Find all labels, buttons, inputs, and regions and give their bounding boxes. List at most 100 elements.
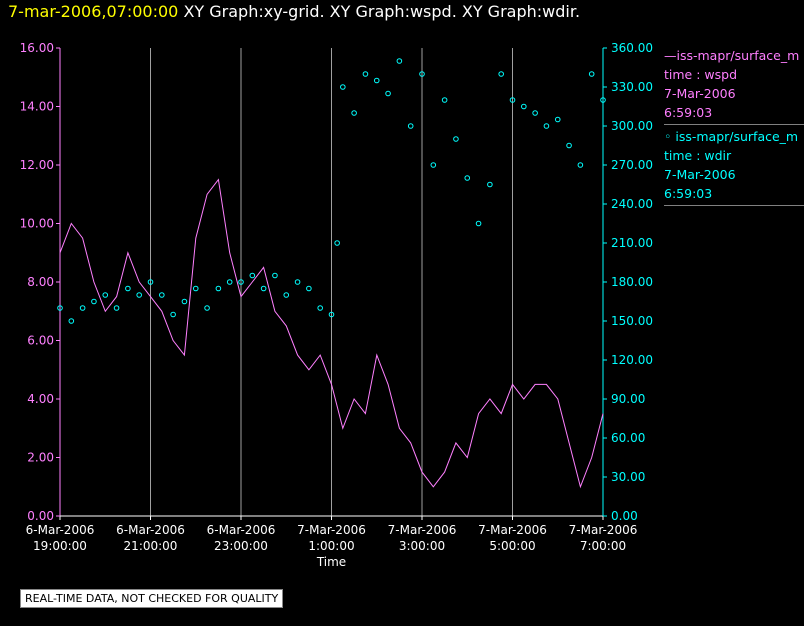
- right-tick-label: 270.00: [611, 158, 653, 172]
- legend-wdir-source: ◦ iss-mapr/surface_m: [664, 129, 799, 144]
- legend-wdir-time: 6:59:03: [664, 186, 713, 201]
- right-tick-label: 120.00: [611, 353, 653, 367]
- right-tick-label: 240.00: [611, 197, 653, 211]
- left-tick-label: 16.00: [20, 41, 54, 55]
- series-point-wdir: [498, 71, 504, 77]
- x-tick-label-date: 7-Mar-2006: [478, 523, 547, 537]
- series-point-wdir: [509, 97, 516, 103]
- series-point-wdir: [396, 58, 403, 64]
- series-point-wdir: [373, 77, 380, 84]
- series-point-wdir: [543, 123, 550, 129]
- series-point-wdir: [170, 311, 176, 318]
- series-point-wdir: [362, 71, 369, 77]
- left-tick-label: 12.00: [20, 158, 54, 172]
- series-point-wdir: [136, 292, 142, 298]
- series-point-wdir: [226, 279, 233, 285]
- series-point-wdir: [249, 272, 256, 279]
- series-point-wdir: [487, 181, 493, 188]
- title-timestamp: 7-mar-2006,07:00:00: [8, 2, 179, 21]
- left-tick-label: 8.00: [27, 275, 54, 289]
- series-point-wdir: [181, 298, 188, 305]
- series-point-wdir: [192, 285, 199, 292]
- x-tick-label-date: 7-Mar-2006: [297, 523, 366, 537]
- x-tick-label-date: 6-Mar-2006: [26, 523, 95, 537]
- series-point-wdir: [532, 110, 538, 116]
- series-point-wdir: [79, 305, 86, 311]
- x-tick-label-time: 19:00:00: [33, 539, 87, 553]
- series-point-wdir: [328, 311, 335, 318]
- axes: [56, 47, 607, 520]
- legend-wdir-var: time : wdir: [664, 148, 732, 163]
- right-tick-label: 300.00: [611, 119, 653, 133]
- series-point-wdir: [272, 272, 278, 279]
- x-tick-label-date: 6-Mar-2006: [116, 523, 185, 537]
- series-point-wdir: [407, 123, 414, 129]
- series-point-wdir: [102, 292, 109, 298]
- left-tick-label: 10.00: [20, 217, 54, 231]
- legend-wspd-time: 6:59:03: [664, 105, 713, 120]
- series-point-wdir: [566, 142, 572, 149]
- right-tick-label: 210.00: [611, 236, 653, 250]
- series-point-wdir: [419, 71, 425, 77]
- quality-note: REAL-TIME DATA, NOT CHECKED FOR QUALITY: [20, 589, 284, 608]
- legend: —iss-mapr/surface_m time : wspd 7-Mar-20…: [664, 46, 804, 208]
- legend-entry-wspd: —iss-mapr/surface_m time : wspd 7-Mar-20…: [664, 46, 804, 125]
- right-tick-label: 90.00: [611, 392, 645, 406]
- series-point-wdir: [441, 97, 448, 103]
- series-point-wdir: [317, 305, 323, 311]
- series-point-wdir: [91, 298, 97, 305]
- x-tick-label-time: 5:00:00: [489, 539, 535, 553]
- series-point-wdir: [283, 292, 290, 298]
- left-tick-label: 6.00: [27, 334, 54, 348]
- x-axis-label: Time: [316, 555, 346, 569]
- legend-entry-wdir: ◦ iss-mapr/surface_m time : wdir 7-Mar-2…: [664, 127, 804, 206]
- left-tick-label: 14.00: [20, 100, 54, 114]
- series-point-wdir: [600, 97, 606, 103]
- right-tick-label: 150.00: [611, 314, 653, 328]
- series-point-wdir: [306, 285, 312, 292]
- series-point-wdir: [588, 71, 595, 77]
- series-point-wdir: [453, 136, 459, 142]
- series-point-wdir: [294, 279, 301, 285]
- legend-wspd-source: —iss-mapr/surface_m: [664, 48, 800, 63]
- grid-lines: [150, 48, 513, 516]
- left-tick-label: 2.00: [27, 451, 54, 465]
- x-tick-label-time: 3:00:00: [399, 539, 445, 553]
- title-graphs: XY Graph:xy-grid. XY Graph:wspd. XY Grap…: [183, 2, 581, 21]
- x-tick-label-date: 6-Mar-2006: [207, 523, 276, 537]
- left-tick-label: 0.00: [27, 509, 54, 523]
- right-tick-label: 0.00: [611, 509, 638, 523]
- series-point-wdir: [385, 90, 391, 97]
- series-point-wdir: [147, 279, 154, 285]
- x-tick-label-time: 7:00:00: [580, 539, 626, 553]
- series-point-wdir: [521, 103, 527, 110]
- series-point-wdir: [340, 84, 346, 90]
- right-tick-label: 330.00: [611, 80, 653, 94]
- window-title: 7-mar-2006,07:00:00 XY Graph:xy-grid. XY…: [8, 2, 580, 21]
- series-point-wdir: [215, 285, 222, 292]
- series-point-wdir: [125, 285, 131, 292]
- series-point-wdir: [113, 305, 120, 311]
- series-line-wspd: [59, 178, 604, 489]
- series-point-wdir: [238, 279, 244, 285]
- right-tick-label: 30.00: [611, 470, 645, 484]
- x-tick-label-time: 23:00:00: [214, 539, 268, 553]
- series-point-wdir: [577, 162, 584, 168]
- right-tick-label: 180.00: [611, 275, 653, 289]
- left-tick-label: 4.00: [27, 392, 54, 406]
- series-point-wdir: [430, 162, 437, 168]
- legend-wspd-date: 7-Mar-2006: [664, 86, 736, 101]
- series-point-wdir: [260, 285, 267, 292]
- x-tick-label-date: 7-Mar-2006: [388, 523, 457, 537]
- series-point-wdir: [334, 240, 340, 246]
- series-point-wdir: [351, 110, 357, 116]
- right-tick-label: 360.00: [611, 41, 653, 55]
- series-point-wdir: [204, 305, 210, 311]
- x-tick-label-time: 1:00:00: [308, 539, 354, 553]
- legend-wspd-var: time : wspd: [664, 67, 738, 82]
- series-point-wdir: [68, 318, 75, 324]
- series-point-wdir: [554, 116, 561, 123]
- series-point-wdir: [57, 305, 63, 311]
- right-tick-label: 60.00: [611, 431, 645, 445]
